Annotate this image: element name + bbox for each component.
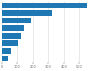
Bar [2,33,21,39]
Bar [2,48,10,54]
Bar [2,56,8,61]
Bar [2,25,24,31]
Bar [2,3,87,8]
Bar [2,10,52,16]
Bar [2,40,18,46]
Bar [2,18,31,24]
